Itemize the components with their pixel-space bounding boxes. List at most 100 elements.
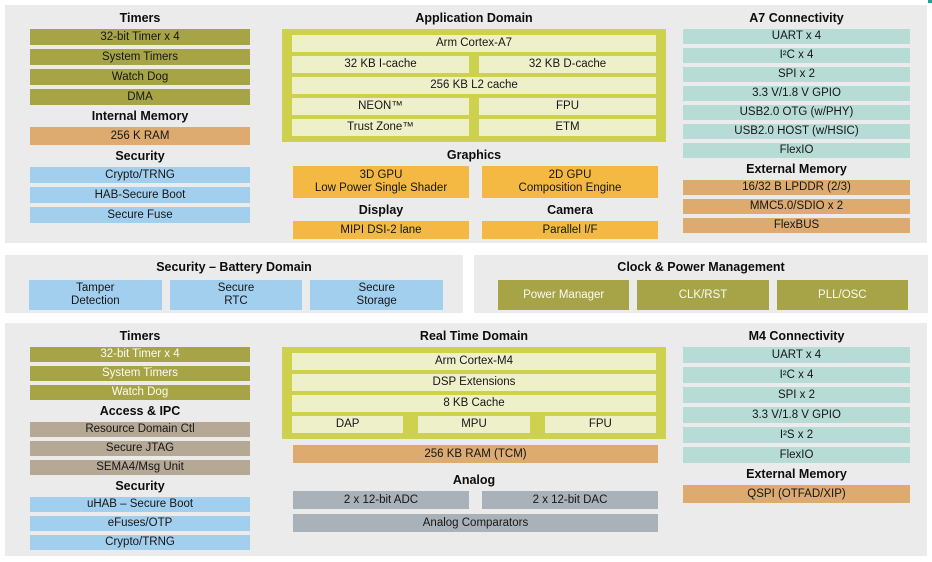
section-header-analog: Analog [452,473,496,487]
adc-dac-row: 2 x 12-bit ADC 2 x 12-bit DAC [293,491,658,509]
a7-external-memory-list: 16/32 B LPDDR (2/3) MMC5.0/SDIO x 2 FlexBU… [683,180,910,233]
block-trust-zone: Trust Zone™ [292,119,469,136]
block: Resource Domain Ctl [30,422,250,437]
block: 256 K RAM [30,127,250,145]
block: MMC5.0/SDIO x 2 [683,199,910,214]
block: Secure Fuse [30,207,250,223]
block: Crypto/TRNG [30,167,250,183]
security-list-m4: uHAB – Secure Boot eFuses/OTP Crypto/TRNG [30,497,250,550]
security-list-a7: Crypto/TRNG HAB-Secure Boot Secure Fuse [30,167,250,223]
tcm-row: 256 KB RAM (TCM) [293,445,658,463]
block: I²C x 4 [683,48,910,63]
gpu3d-line1: 3D GPU [359,169,403,181]
comparators-row: Analog Comparators [293,514,658,532]
section-header-graphics: Graphics [446,148,502,162]
tamper-line2: Detection [71,295,120,307]
section-header-application-domain: Application Domain [415,11,533,25]
block-etm: ETM [479,119,656,136]
clock-power-row: Power Manager CLK/RST PLL/OSC [498,280,908,310]
section-header-m4-connectivity: M4 Connectivity [748,329,845,343]
block-adc: 2 x 12-bit ADC [293,491,469,509]
timers-list: 32-bit Timer x 4 System Timers Watch Dog DM… [30,29,250,105]
block-secure-rtc: Secure RTC [169,280,303,310]
block: FlexIO [683,143,910,158]
block-tcm-ram: 256 KB RAM (TCM) [293,445,658,463]
block: SPI x 2 [683,67,910,82]
block-arm-cortex-a7: Arm Cortex-A7 [292,35,656,52]
panel-clock-power-management: Clock & Power Management Power Manager CL… [474,255,928,313]
block: 3.3 V/1.8 V GPIO [683,86,910,101]
cache-row: 32 KB I-cache 32 KB D-cache [292,56,656,73]
cortex-m4-complex: Arm Cortex-M4 DSP Extensions 8 KB Cache … [282,347,666,439]
block: PLL/OSC [776,280,908,310]
block-fpu-a7: FPU [479,98,656,115]
block-dac: 2 x 12-bit DAC [482,491,658,509]
block: CLK/RST [637,280,769,310]
cortex-a7-complex: Arm Cortex-A7 32 KB I-cache 32 KB D-cach… [282,29,666,142]
section-header-clock-power: Clock & Power Management [617,260,785,274]
section-header-external-memory-a7: External Memory [746,162,847,176]
block-3d-gpu: 3D GPU Low Power Single Shader [293,166,469,198]
corner-artifact [928,0,932,3]
block: DMA [30,89,250,105]
gpu2d-line2: Composition Engine [518,182,622,194]
block: System Timers [30,366,250,381]
section-header-security-a7: Security [115,149,165,163]
block: UART x 4 [683,29,910,44]
block-neon: NEON™ [292,98,469,115]
section-header-timers: Timers [119,11,161,25]
block-dsp-extensions: DSP Extensions [292,374,656,391]
block: Crypto/TRNG [30,535,250,550]
block-secure-storage: Secure Storage [310,280,444,310]
section-header-display: Display [358,203,404,217]
block-dcache: 32 KB D-cache [479,56,656,73]
block-fpu-m4: FPU [544,416,656,433]
block: Secure JTAG [30,441,250,456]
block: I²S x 2 [683,427,910,443]
block: I²C x 4 [683,367,910,383]
bottom-center-column: Real Time Domain Arm Cortex-M4 DSP Exten… [282,327,666,537]
m4-external-memory-list: QSPI (OTFAD/XIP) [683,485,910,503]
storage-line1: Secure [358,282,395,294]
display-camera-row: MIPI DSI-2 lane Parallel I/F [293,221,658,239]
block-analog-comparators: Analog Comparators [293,514,658,532]
rtc-line2: RTC [224,295,248,307]
block: USB2.0 OTG (w/PHY) [683,105,910,120]
section-header-battery-domain: Security – Battery Domain [156,260,312,274]
block: FlexBUS [683,218,910,233]
panel-security-battery-domain: Security – Battery Domain Tamper Detecti… [5,255,463,313]
block-dap: DAP [292,416,404,433]
block: SEMA4/Msg Unit [30,460,250,475]
block: HAB-Secure Boot [30,187,250,203]
section-header-timers-m4: Timers [119,329,161,343]
section-header-security-m4: Security [115,479,165,493]
section-header-internal-memory: Internal Memory [91,109,189,123]
panel-real-time-domain: Timers 32-bit Timer x 4 System Timers Watc… [5,323,927,556]
access-ipc-list: Resource Domain Ctl Secure JTAG SEMA4/Msg … [30,422,250,475]
section-header-real-time-domain: Real Time Domain [419,329,529,343]
section-header-external-memory-m4: External Memory [746,467,847,481]
panel-application-domain: Timers 32-bit Timer x 4 System Timers Watc… [5,5,927,243]
block: QSPI (OTFAD/XIP) [683,485,910,503]
block: USB2.0 HOST (w/HSIC) [683,124,910,139]
m4-connectivity-list: UART x 4 I²C x 4 SPI x 2 3.3 V/1.8 V GPIO I²… [683,347,910,463]
top-left-column: Timers 32-bit Timer x 4 System Timers Watc… [30,9,250,227]
internal-memory-list: 256 K RAM [30,127,250,145]
a7-connectivity-list: UART x 4 I²C x 4 SPI x 2 3.3 V/1.8 V GPIO US… [683,29,910,158]
display-camera-headers: Display Camera [293,203,658,218]
storage-line2: Storage [356,295,397,307]
block: UART x 4 [683,347,910,363]
block: Watch Dog [30,69,250,85]
block: FlexIO [683,447,910,463]
block-mpu: MPU [418,416,530,433]
section-header-access-ipc: Access & IPC [99,404,181,418]
block: SPI x 2 [683,387,910,403]
block-parallel-if: Parallel I/F [482,221,658,239]
timers-list-m4: 32-bit Timer x 4 System Timers Watch Dog [30,347,250,400]
dap-mpu-fpu-row: DAP MPU FPU [292,416,656,433]
block-l2-cache: 256 KB L2 cache [292,77,656,94]
block-8kb-cache: 8 KB Cache [292,395,656,412]
block: uHAB – Secure Boot [30,497,250,512]
trustzone-etm-row: Trust Zone™ ETM [292,119,656,136]
block-2d-gpu: 2D GPU Composition Engine [482,166,658,198]
